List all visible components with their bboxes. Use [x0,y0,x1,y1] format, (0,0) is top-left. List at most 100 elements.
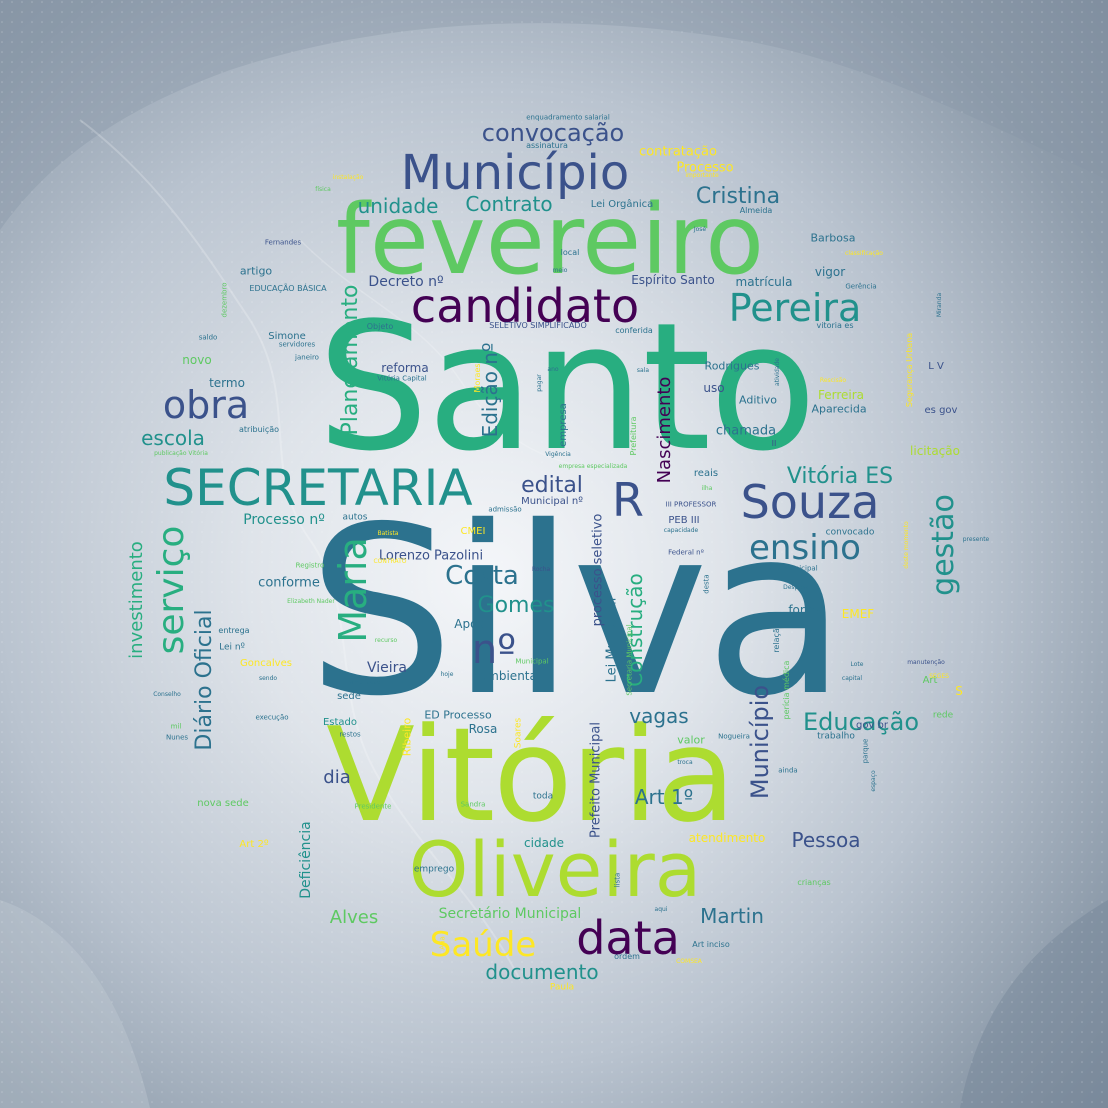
word: nº [471,627,517,673]
word: Diário Oficial [192,609,217,751]
word: Almeida [739,206,773,215]
word: Lei Orgânica [590,199,654,210]
word: unidade [357,194,439,218]
word: Cristina [695,184,781,209]
word: atribuição [238,425,280,434]
word: Federal nº [668,548,704,557]
word: perícia médica [782,660,791,720]
word: saldo [198,333,218,342]
word: ano [547,366,559,373]
word: deste momento [903,521,910,569]
word: Fernandes [264,238,302,247]
word: obra [162,383,250,427]
word: Município [746,684,774,800]
word: Pereira [728,286,862,330]
word: EDUCAÇÃO BÁSICA [249,284,327,293]
word: Art 1º [634,785,694,809]
word: Registro [295,561,325,570]
word: Alves [329,907,379,928]
word: vigor [814,265,846,279]
word: conferida [615,326,653,335]
word: Elizabeth Nader [287,598,335,605]
word: Vitória ES [786,464,894,489]
word: lista [613,872,622,888]
word: Espírito Santo [631,273,715,287]
word: EMEF [841,607,875,621]
word: parque [861,738,870,764]
word: candidato [410,279,640,333]
word: nova sede [197,798,249,809]
word: ampliação [349,679,381,686]
word: emprego [413,864,455,875]
word: toda [532,791,554,802]
word: Processo [676,160,734,176]
word: L V [928,361,944,372]
word: ED Processo [424,708,492,722]
word: Moraes [473,363,482,393]
word: contratação [639,144,717,160]
word: autos [342,512,368,523]
word: Despesa [783,584,809,591]
word: Secretaria Municipal [625,624,634,696]
word: Nunes [165,733,189,742]
word: enquadramento salarial [526,113,610,122]
word: dia [323,767,351,788]
word: fevereiro [336,184,764,296]
word: Prefeito Municipal [588,722,604,838]
word: admissão [488,505,522,514]
word: Estado [322,717,358,728]
word: cidade [524,836,564,850]
word: sendo [258,675,278,682]
word: CMEI [460,526,486,537]
word: Batista [377,530,399,537]
word: publicação Vitória [154,450,208,457]
word: Soares [513,717,524,749]
word: desta [702,574,711,594]
word: Barbosa [810,231,856,245]
word: trabalho [817,731,855,742]
word: capacidade [663,527,699,534]
word: Objeto [366,322,394,331]
word: SECRETARIA [163,459,473,517]
word: es gov [924,405,958,416]
word: matrícula [735,275,793,289]
word: ilha [701,485,713,492]
word: Segurança Urbana [905,332,914,408]
word: instalação [332,174,364,181]
word: Paula [549,982,575,993]
word: classificação [845,250,883,257]
word: vitoria es [816,321,854,330]
word: CONTRATO [373,558,407,565]
word: ambiental [479,669,541,683]
word: SELETIVO SIMPLIFICADO [489,321,587,330]
word: assinatura [526,141,568,150]
word: Prefeitura [629,416,638,456]
word: rede [932,710,954,721]
word: uso [703,381,725,395]
word: SEGES [929,673,949,680]
word: S [955,684,963,698]
word: Maria [331,537,375,643]
word: artigo [239,264,273,278]
word: janeiro [295,353,319,362]
word: Rodrigues [704,359,760,373]
word: execução [255,713,289,722]
word: Gomes [477,593,555,618]
word: Costa [445,561,519,591]
word: Lote [850,661,864,668]
word: Vieira [367,660,407,676]
word: manutenção [907,659,945,666]
word: ordem [614,952,640,961]
word: Nogueira [718,732,750,741]
word: vagas [629,704,689,728]
word: chamada [715,423,777,439]
word: dezembro [220,282,229,318]
word: Conselho [153,691,181,698]
word: sede [337,691,361,702]
word: Art [922,675,938,686]
word: convocado [825,527,875,538]
word: atividade [774,358,781,386]
word: atendimento [688,831,766,845]
word: Processo nº [243,512,325,528]
